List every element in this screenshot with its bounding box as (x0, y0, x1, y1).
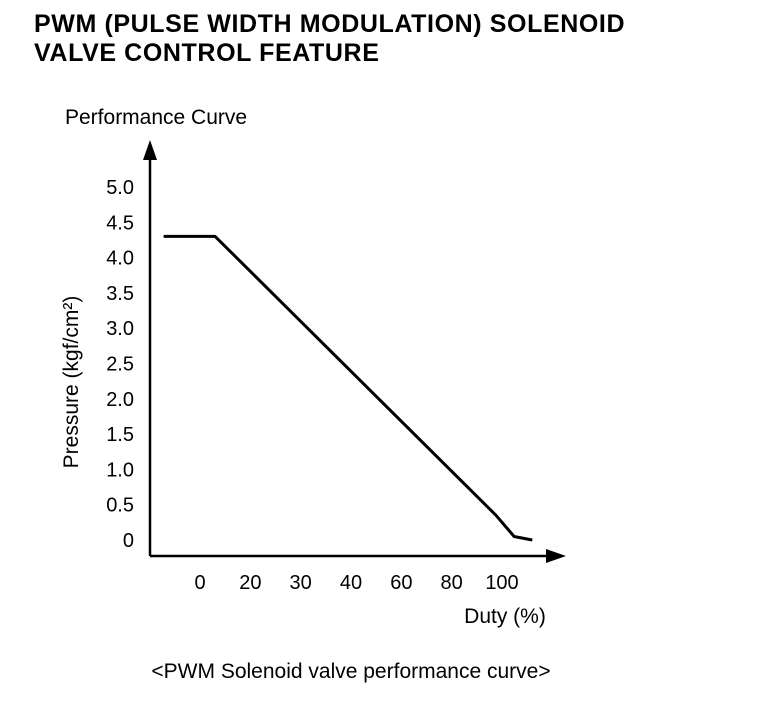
x-tick-label: 80 (441, 572, 463, 594)
y-tick-label: 3.0 (106, 318, 134, 340)
page-title-line-2: VALVE CONTROL FEATURE (34, 39, 380, 67)
y-tick-labels: 0 0.5 1.0 1.5 2.0 2.5 3.0 3.5 4.0 4.5 5.0 (106, 177, 134, 552)
y-axis-label: Pressure (kgf/cm²) (60, 296, 83, 469)
curve-point (214, 235, 216, 237)
y-tick-label: 4.0 (106, 248, 134, 270)
performance-curve-line (163, 234, 533, 542)
x-tick-label: 60 (390, 572, 412, 594)
y-tick-label: 0 (123, 530, 134, 552)
y-tick-label: 1.5 (106, 424, 134, 446)
y-axis-arrow (143, 140, 157, 160)
y-tick-label: 1.0 (106, 459, 134, 481)
x-tick-labels: 0 20 30 40 60 80 100 (194, 572, 518, 594)
page-title: PWM (PULSE WIDTH MODULATION) SOLENOID VA… (34, 10, 625, 68)
series-group (163, 234, 533, 542)
y-tick-label: 5.0 (106, 177, 134, 199)
x-tick-label: 30 (290, 572, 312, 594)
chart-caption: <PWM Solenoid valve performance curve> (151, 660, 550, 683)
x-tick-label: 40 (340, 572, 362, 594)
y-tick-label: 2.5 (106, 354, 134, 376)
x-tick-label: 100 (485, 572, 518, 594)
page-title-line-1: PWM (PULSE WIDTH MODULATION) SOLENOID (34, 10, 626, 38)
curve-point (163, 235, 165, 237)
x-tick-label: 20 (239, 572, 261, 594)
x-axis-arrow (546, 549, 566, 563)
x-tick-label: 0 (194, 572, 205, 594)
x-axis-label: Duty (%) (464, 605, 546, 628)
curve-point (513, 535, 515, 537)
y-tick-label: 0.5 (106, 495, 134, 517)
y-tick-label: 4.5 (106, 212, 134, 234)
y-tick-label: 2.0 (106, 389, 134, 411)
chart-title: Performance Curve (65, 106, 247, 129)
y-tick-label: 3.5 (106, 283, 134, 305)
curve-point (531, 539, 533, 541)
curve-point (495, 514, 497, 516)
